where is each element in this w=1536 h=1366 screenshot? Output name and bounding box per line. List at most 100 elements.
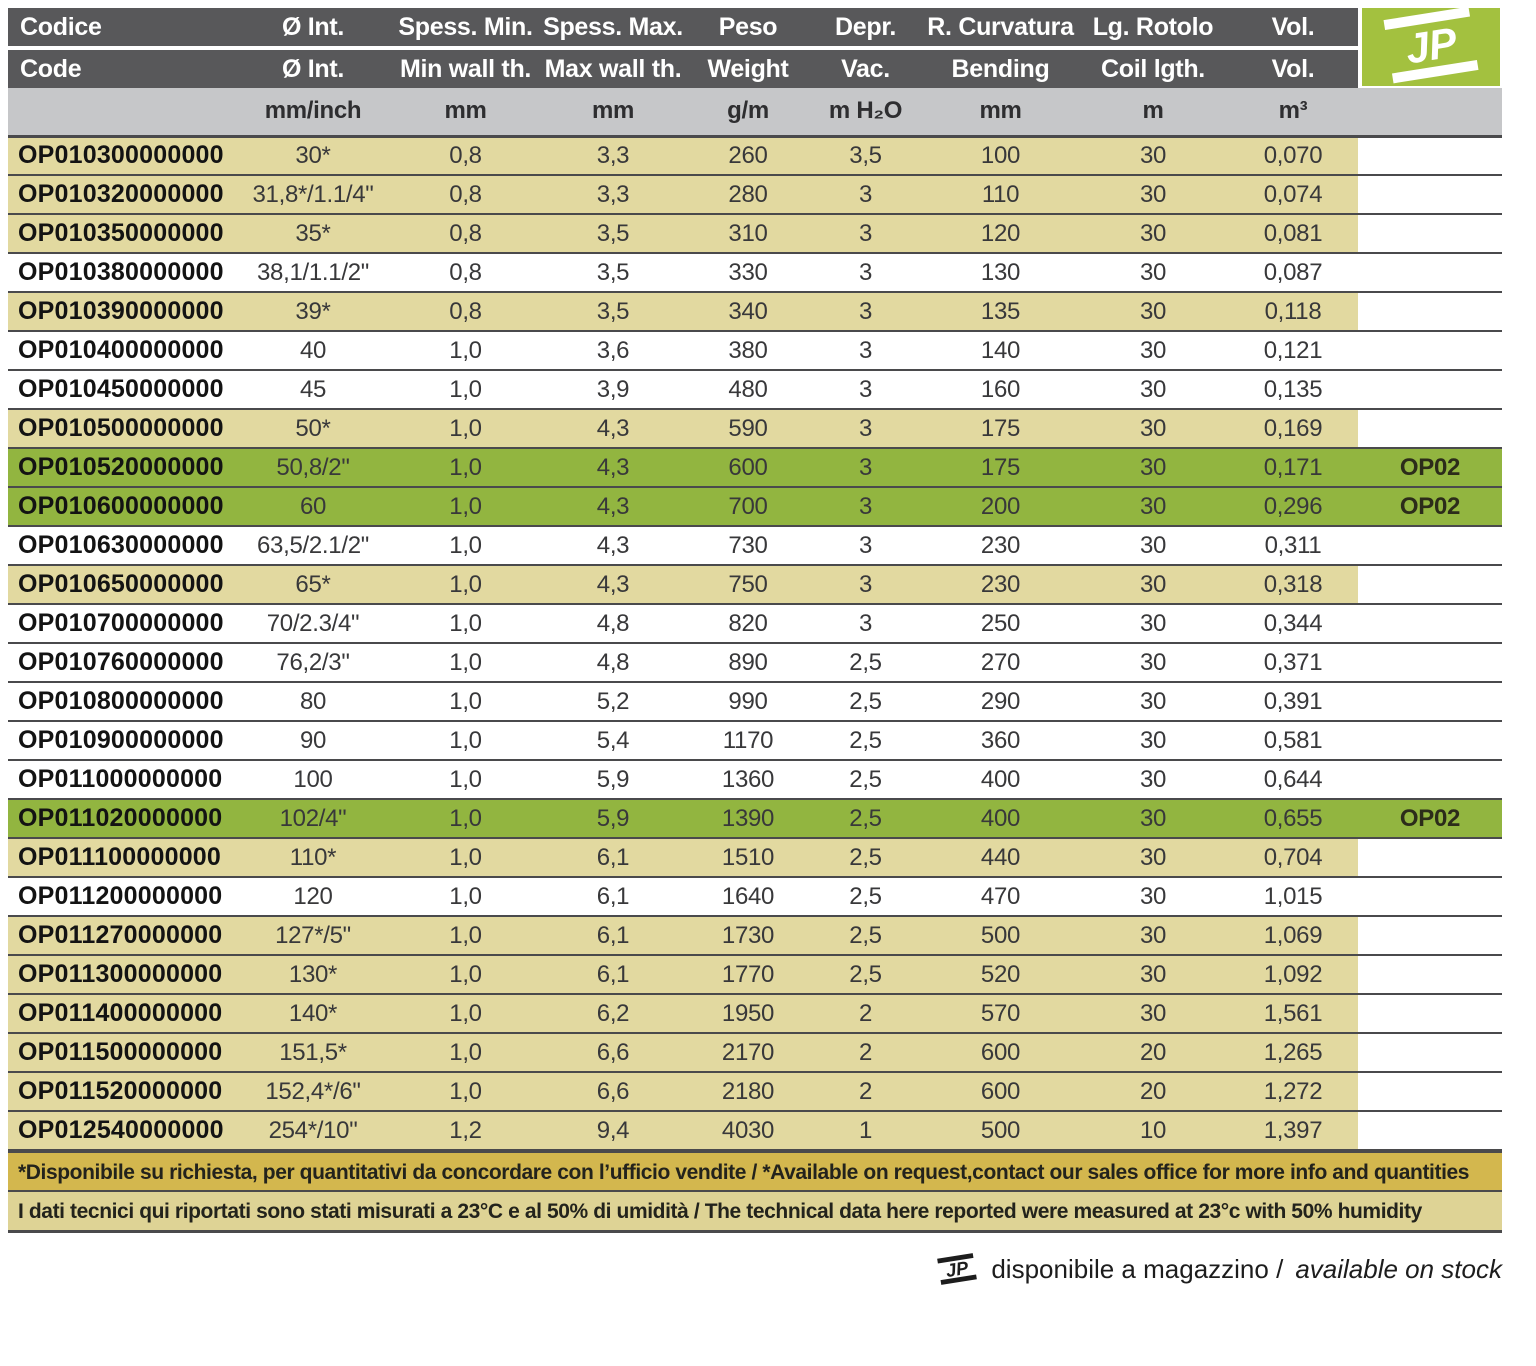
inner-diameter: 35* <box>233 214 393 253</box>
weight: 340 <box>688 292 808 331</box>
bending-radius: 400 <box>923 760 1078 799</box>
note-measurement: I dati tecnici qui riportati sono stati … <box>8 1192 1502 1233</box>
max-wall-thickness: 3,3 <box>538 136 688 175</box>
col-header-vol-en: Vol. <box>1228 48 1358 88</box>
unit-max-wall: mm <box>538 88 688 138</box>
stock-tag <box>1358 136 1502 175</box>
min-wall-thickness: 1,0 <box>393 721 538 760</box>
bending-radius: 470 <box>923 877 1078 916</box>
bending-radius: 175 <box>923 448 1078 487</box>
min-wall-thickness: 1,0 <box>393 1033 538 1072</box>
weight: 480 <box>688 370 808 409</box>
stock-legend-text-en: available on stock <box>1295 1253 1502 1284</box>
min-wall-thickness: 0,8 <box>393 175 538 214</box>
col-header-peso: Peso <box>688 8 808 50</box>
bending-radius: 140 <box>923 331 1078 370</box>
inner-diameter: 65* <box>233 565 393 604</box>
table-row: OP010700000000 70/2.3/4" 1,0 4,8 820 3 250 30 0,… <box>8 604 1502 643</box>
bending-radius: 360 <box>923 721 1078 760</box>
stock-tag <box>1358 214 1502 253</box>
svg-text:JP: JP <box>945 1257 971 1281</box>
max-wall-thickness: 5,4 <box>538 721 688 760</box>
stock-tag <box>1358 1072 1502 1111</box>
coil-length: 10 <box>1078 1111 1228 1150</box>
weight: 590 <box>688 409 808 448</box>
stock-tag <box>1358 760 1502 799</box>
stock-tag: OP02 <box>1358 448 1502 487</box>
stock-legend: JP disponibile a magazzino / available o… <box>8 1247 1502 1291</box>
coil-length: 30 <box>1078 682 1228 721</box>
coil-length: 30 <box>1078 955 1228 994</box>
bending-radius: 290 <box>923 682 1078 721</box>
max-wall-thickness: 9,4 <box>538 1111 688 1150</box>
col-header-code: Code <box>8 48 233 88</box>
unit-bending: mm <box>923 88 1078 138</box>
vacuum: 3 <box>808 370 923 409</box>
inner-diameter: 30* <box>233 136 393 175</box>
vacuum: 2,5 <box>808 799 923 838</box>
coil-length: 30 <box>1078 643 1228 682</box>
stock-tag <box>1358 955 1502 994</box>
bending-radius: 570 <box>923 994 1078 1033</box>
vacuum: 3 <box>808 526 923 565</box>
coil-length: 30 <box>1078 565 1228 604</box>
table-row: OP010800000000 80 1,0 5,2 990 2,5 290 30 0,391 <box>8 682 1502 721</box>
weight: 600 <box>688 448 808 487</box>
vacuum: 3 <box>808 565 923 604</box>
max-wall-thickness: 6,1 <box>538 838 688 877</box>
product-code: OP011520000000 <box>8 1072 233 1111</box>
jp-logo-icon: JP <box>1383 8 1479 83</box>
unit-weight: g/m <box>688 88 808 138</box>
min-wall-thickness: 1,0 <box>393 448 538 487</box>
max-wall-thickness: 4,8 <box>538 643 688 682</box>
inner-diameter: 70/2.3/4" <box>233 604 393 643</box>
volume: 0,081 <box>1228 214 1358 253</box>
volume: 1,069 <box>1228 916 1358 955</box>
weight: 730 <box>688 526 808 565</box>
inner-diameter: 152,4*/6" <box>233 1072 393 1111</box>
weight: 330 <box>688 253 808 292</box>
note-availability: *Disponibile su richiesta, per quantitat… <box>8 1151 1502 1192</box>
volume: 0,581 <box>1228 721 1358 760</box>
bending-radius: 500 <box>923 1111 1078 1150</box>
col-header-coil: Coil lgth. <box>1078 48 1228 88</box>
stock-tag <box>1358 877 1502 916</box>
max-wall-thickness: 3,6 <box>538 331 688 370</box>
product-code: OP010800000000 <box>8 682 233 721</box>
inner-diameter: 45 <box>233 370 393 409</box>
weight: 310 <box>688 214 808 253</box>
volume: 1,272 <box>1228 1072 1358 1111</box>
coil-length: 30 <box>1078 214 1228 253</box>
unit-min-wall: mm <box>393 88 538 138</box>
stock-tag <box>1358 838 1502 877</box>
bending-radius: 135 <box>923 292 1078 331</box>
min-wall-thickness: 0,8 <box>393 136 538 175</box>
vacuum: 2,5 <box>808 838 923 877</box>
stock-tag <box>1358 565 1502 604</box>
max-wall-thickness: 6,1 <box>538 955 688 994</box>
product-code: OP010760000000 <box>8 643 233 682</box>
unit-diameter: mm/inch <box>233 88 393 138</box>
col-header-vac: Vac. <box>808 48 923 88</box>
product-code: OP010380000000 <box>8 253 233 292</box>
max-wall-thickness: 3,5 <box>538 253 688 292</box>
volume: 0,655 <box>1228 799 1358 838</box>
min-wall-thickness: 1,0 <box>393 760 538 799</box>
stock-tag <box>1358 526 1502 565</box>
vacuum: 1 <box>808 1111 923 1150</box>
min-wall-thickness: 1,0 <box>393 916 538 955</box>
volume: 0,169 <box>1228 409 1358 448</box>
table-row: OP010380000000 38,1/1.1/2" 0,8 3,5 330 3 130 30… <box>8 253 1502 292</box>
max-wall-thickness: 3,5 <box>538 292 688 331</box>
stock-tag <box>1358 253 1502 292</box>
table-row: OP011500000000 151,5* 1,0 6,6 2170 2 600 20 1,26… <box>8 1033 1502 1072</box>
col-header-max-wall: Max wall th. <box>538 48 688 88</box>
inner-diameter: 50* <box>233 409 393 448</box>
table-row: OP011200000000 120 1,0 6,1 1640 2,5 470 30 1,015 <box>8 877 1502 916</box>
inner-diameter: 40 <box>233 331 393 370</box>
min-wall-thickness: 1,0 <box>393 1072 538 1111</box>
stock-tag <box>1358 370 1502 409</box>
table-row: OP010760000000 76,2/3" 1,0 4,8 890 2,5 270 30 0,… <box>8 643 1502 682</box>
product-spec-table: Codice Ø Int. Spess. Min. Spess. Max. Pe… <box>8 8 1502 1151</box>
